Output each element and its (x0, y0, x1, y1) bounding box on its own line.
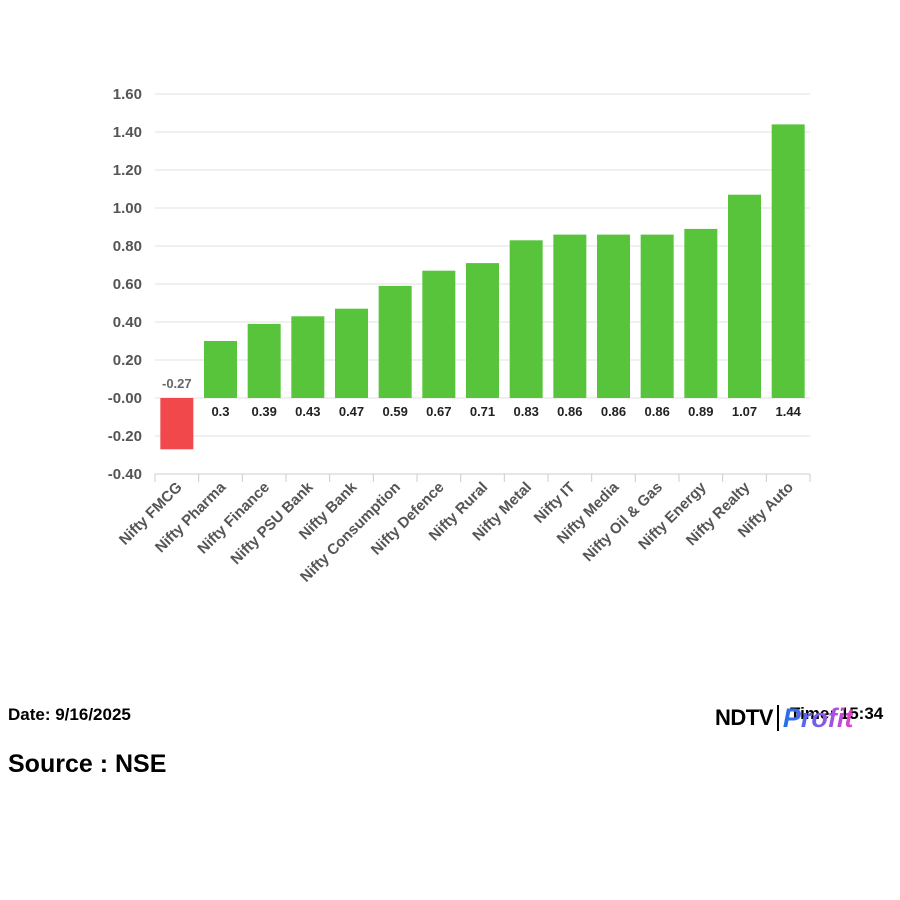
logo-brand: NDTV (715, 705, 773, 730)
bar-value-label: 0.71 (470, 404, 495, 419)
y-tick-label: 1.40 (113, 124, 142, 141)
bar (247, 323, 281, 398)
bars (160, 124, 805, 450)
bar-value-label: 1.44 (776, 404, 802, 419)
bar (771, 124, 805, 399)
bar-value-label: 0.86 (557, 404, 582, 419)
y-tick-label: 0.80 (113, 238, 142, 255)
bar-value-label: 0.89 (688, 404, 713, 419)
bar (335, 308, 368, 398)
bar-value-label: 0.86 (601, 404, 626, 419)
y-axis-tick-labels: 1.60 1.40 1.20 1.00 0.80 0.60 0.40 0.20 -0.00 -0.… (108, 86, 142, 483)
bar (160, 398, 194, 450)
bar (509, 240, 543, 398)
bar (684, 228, 718, 398)
logo-divider (776, 705, 779, 731)
bar-value-labels: -0.27 0.3 0.39 0.43 0.47 0.59 0.67 0.71 0.83 0.86… (162, 376, 802, 419)
footer-source: Source : NSE (8, 750, 167, 778)
y-tick-label: 0.40 (113, 314, 142, 331)
y-tick-label: -0.20 (108, 428, 142, 445)
bar-chart: 1.60 1.40 1.20 1.00 0.80 0.60 0.40 0.20 -0.00 -0.… (108, 86, 811, 586)
bar (204, 341, 237, 398)
bar (553, 234, 587, 398)
y-tick-label: 0.60 (113, 276, 142, 293)
bar (378, 285, 412, 398)
bar-value-label: 0.86 (645, 404, 670, 419)
bar-value-label: 0.67 (426, 404, 451, 419)
x-category-label: Nifty Oil & Gas (580, 479, 666, 565)
bar (640, 234, 674, 398)
bar-value-label: -0.27 (162, 376, 192, 391)
footer-date: Date: 9/16/2025 (8, 705, 131, 724)
y-tick-label: 0.20 (113, 352, 142, 369)
footer-time: Time: 15:34 (790, 704, 884, 723)
bar (291, 316, 325, 398)
bar (466, 263, 499, 398)
bar-value-label: 0.59 (383, 404, 408, 419)
bar-value-label: 0.3 (211, 404, 229, 419)
ndtv-profit-logo: NDTV Profit (715, 700, 853, 736)
y-tick-label: 1.00 (113, 200, 142, 217)
y-tick-label: -0.00 (108, 390, 142, 407)
bar (597, 234, 630, 398)
y-tick-label: 1.20 (113, 162, 142, 179)
bar-value-label: 1.07 (732, 404, 757, 419)
y-tick-label: 1.60 (113, 86, 142, 103)
bar-value-label: 0.39 (252, 404, 277, 419)
logo-product: Profit (782, 702, 854, 733)
bar (422, 270, 456, 398)
bar-value-label: 0.83 (514, 404, 539, 419)
bar (728, 194, 761, 398)
bar-value-label: 0.43 (295, 404, 320, 419)
bar-value-label: 0.47 (339, 404, 364, 419)
y-tick-label: -0.40 (108, 466, 142, 483)
